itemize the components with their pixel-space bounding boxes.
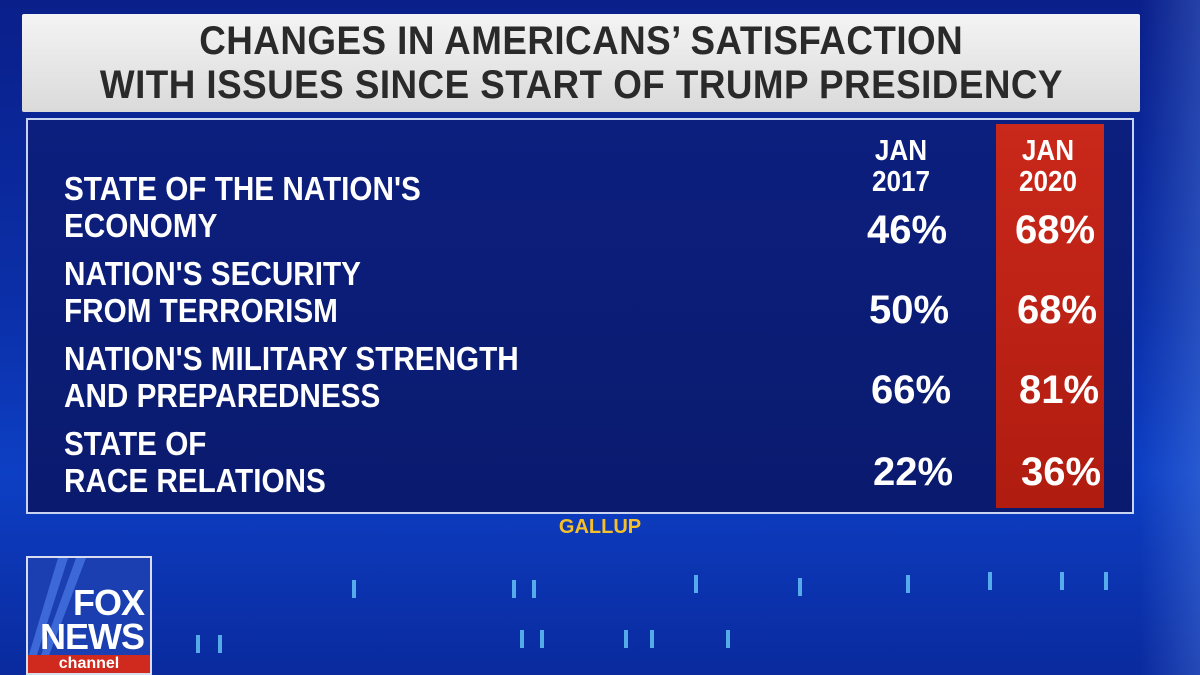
column-header-2020-line1: JAN <box>1021 135 1075 167</box>
value-2017-terrorism: 50% <box>868 288 950 332</box>
decor-streak <box>726 630 730 648</box>
logo-fox: FOX <box>72 582 145 623</box>
source-label: GALLUP <box>558 516 642 538</box>
value-2020-terrorism: 68% <box>1016 288 1098 332</box>
row-label-line2: FROM TERRORISM <box>64 292 338 329</box>
column-header-2017-line2: 2017 <box>871 166 931 198</box>
chart-title-line-1: CHANGES IN AMERICANS’ SATISFACTION <box>199 19 963 63</box>
row-label-line1: STATE OF <box>64 425 207 462</box>
value-2020-economy: 68% <box>1014 208 1096 252</box>
decor-streak <box>520 630 524 648</box>
row-label-economy: STATE OF THE NATION'S ECONOMY <box>64 170 421 244</box>
row-label-military: NATION'S MILITARY STRENGTH AND PREPAREDN… <box>64 340 519 414</box>
chart-title-line-2: WITH ISSUES SINCE START OF TRUMP PRESIDE… <box>99 63 1063 107</box>
decor-streak <box>512 580 516 598</box>
decor-streak <box>218 635 222 653</box>
value-2017-military: 66% <box>870 368 952 412</box>
column-header-2020-line2: 2020 <box>1018 166 1078 198</box>
decor-streak <box>798 578 802 596</box>
decor-streak <box>540 630 544 648</box>
decor-streak <box>196 635 200 653</box>
decor-streak <box>650 630 654 648</box>
column-header-2020: JAN 2020 <box>999 136 1098 198</box>
value-2020-race-relations: 36% <box>1020 450 1102 494</box>
decor-streak <box>352 580 356 598</box>
chart-title-banner: CHANGES IN AMERICANS’ SATISFACTION WITH … <box>22 14 1140 112</box>
highlight-column-2020 <box>996 124 1104 508</box>
decor-streak <box>1104 572 1108 590</box>
row-label-line1: NATION'S SECURITY <box>64 255 361 292</box>
logo-channel: channel <box>28 655 150 673</box>
data-panel <box>26 118 1134 514</box>
decor-streak <box>906 575 910 593</box>
background-glow <box>1140 0 1200 675</box>
decor-streak <box>532 580 536 598</box>
searchlight-rays-icon <box>28 558 86 658</box>
column-header-2017: JAN 2017 <box>852 136 951 198</box>
row-label-race-relations: STATE OF RACE RELATIONS <box>64 425 326 499</box>
decor-streak <box>988 572 992 590</box>
logo-news: NEWS <box>40 616 145 657</box>
value-2020-military: 81% <box>1018 368 1100 412</box>
decor-streak <box>694 575 698 593</box>
row-label-line1: STATE OF THE NATION'S <box>64 170 421 207</box>
row-label-terrorism: NATION'S SECURITY FROM TERRORISM <box>64 255 361 329</box>
value-2017-race-relations: 22% <box>872 450 954 494</box>
row-label-line2: AND PREPAREDNESS <box>64 377 381 414</box>
fox-news-logo: FOX NEWS channel <box>26 556 152 675</box>
row-label-line1: NATION'S MILITARY STRENGTH <box>64 340 519 377</box>
decor-streak <box>1060 572 1064 590</box>
column-header-2017-line1: JAN <box>874 135 928 167</box>
decor-streak <box>624 630 628 648</box>
value-2017-economy: 46% <box>866 208 948 252</box>
row-label-line2: RACE RELATIONS <box>64 462 326 499</box>
row-label-line2: ECONOMY <box>64 207 218 244</box>
